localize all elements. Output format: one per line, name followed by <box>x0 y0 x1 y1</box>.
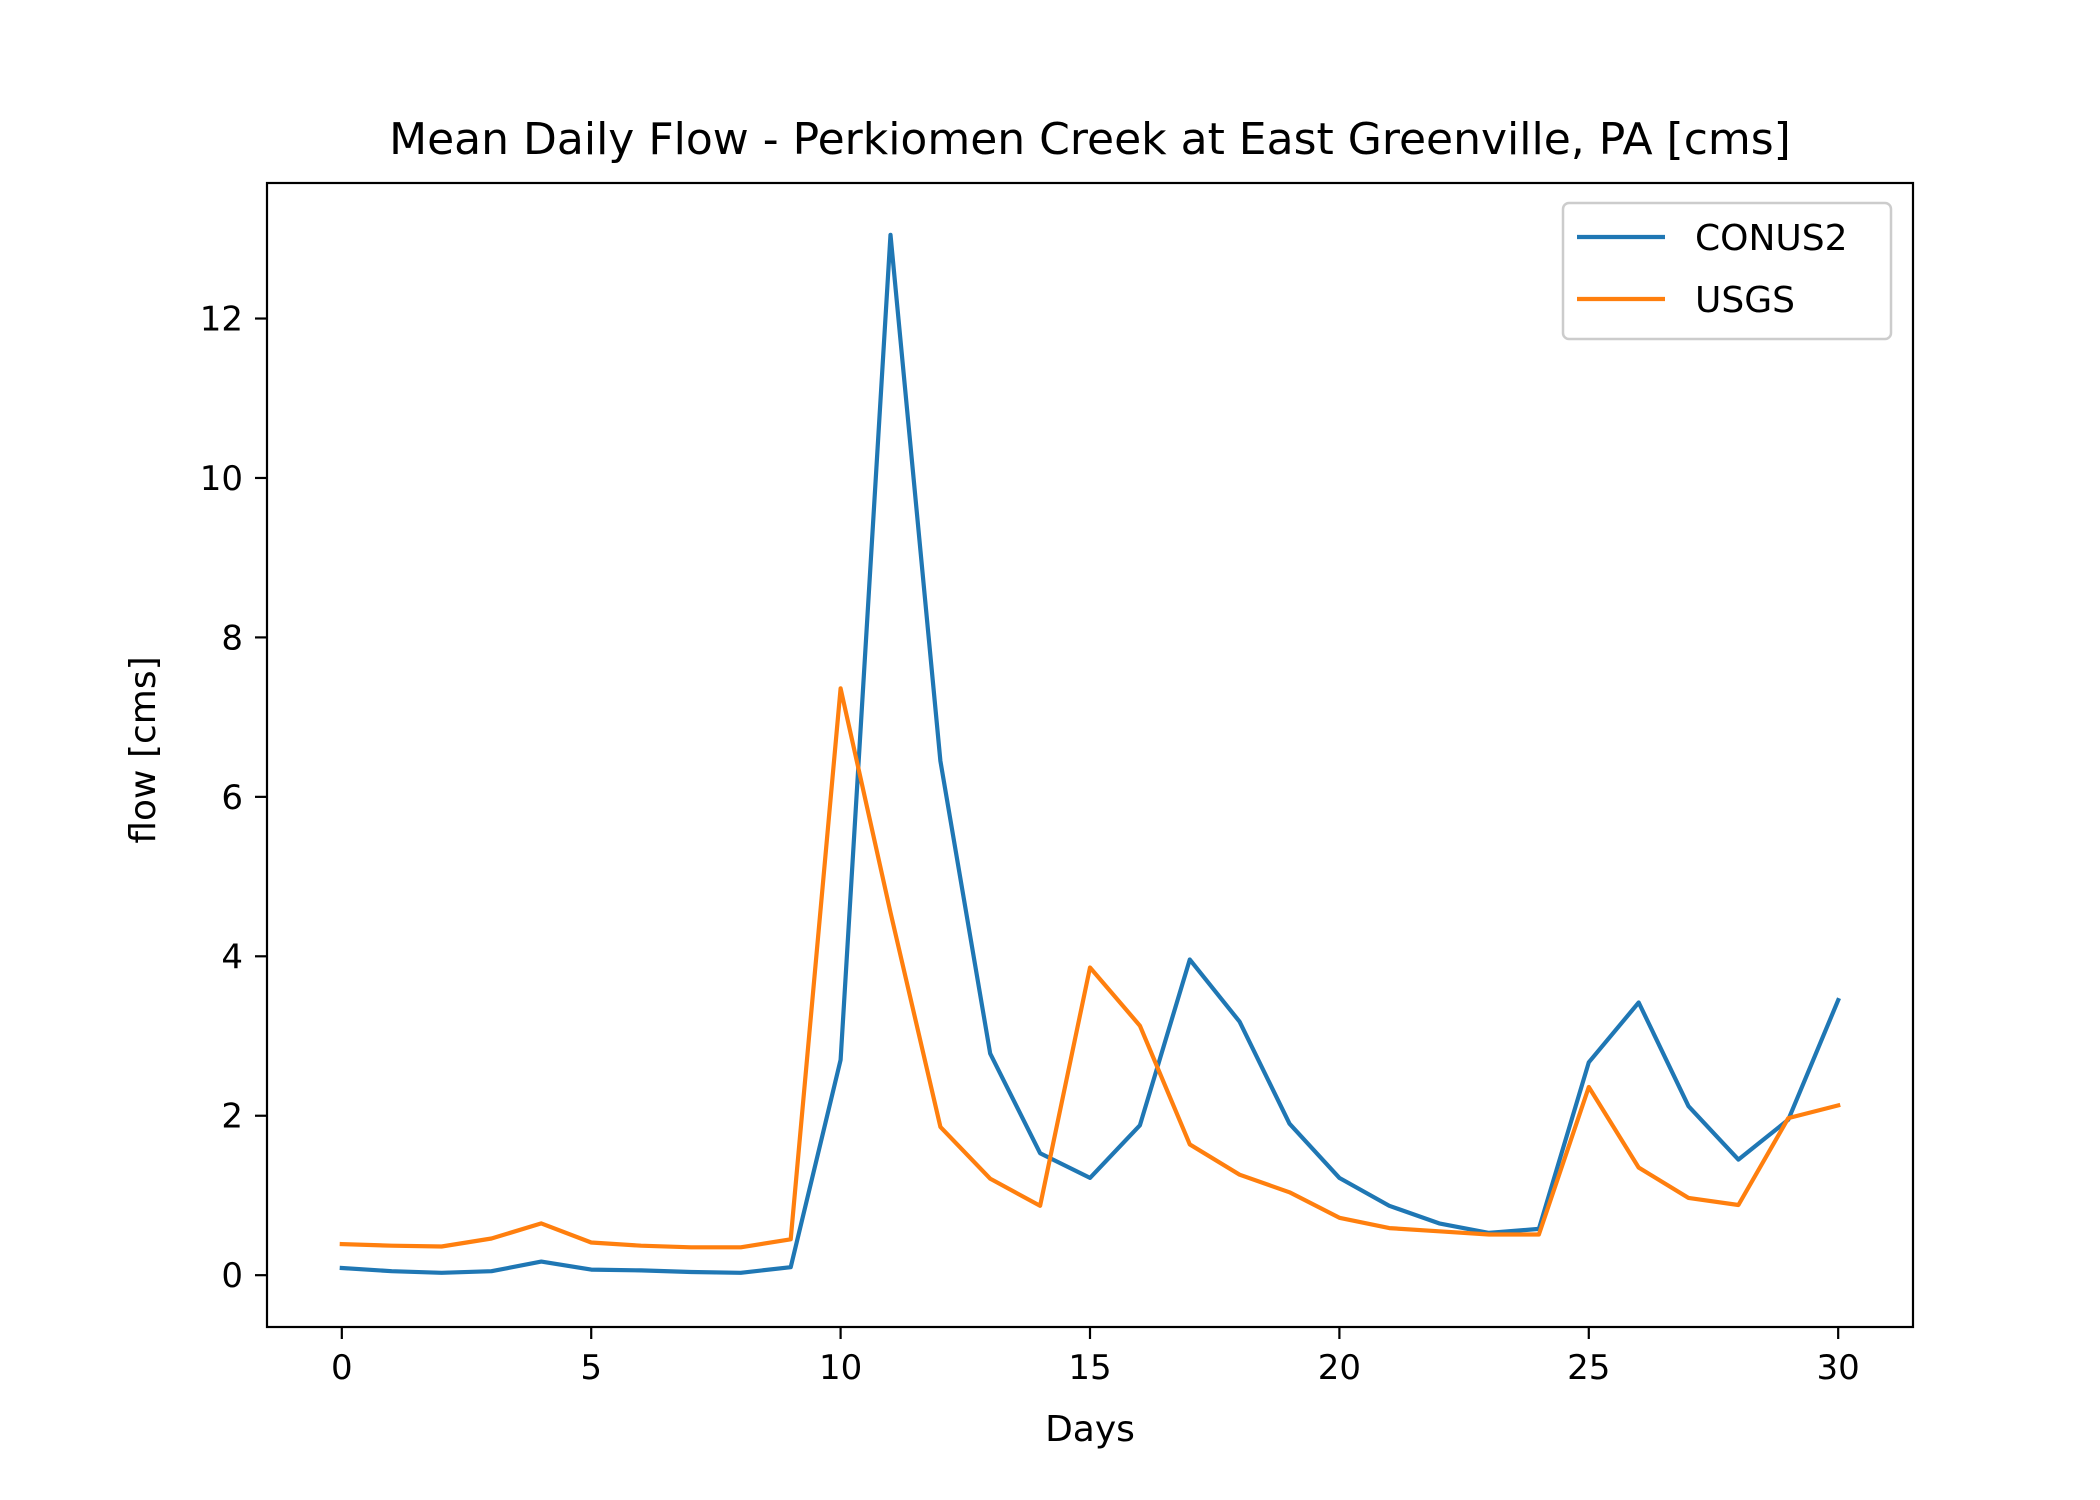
y-tick-label: 10 <box>200 459 243 499</box>
series-line-conus2 <box>339 232 1841 1275</box>
y-axis-label: flow [cms] <box>123 656 164 843</box>
y-tick-label: 6 <box>221 778 243 818</box>
y-tick-label: 2 <box>221 1097 243 1137</box>
legend: CONUS2 USGS <box>1561 201 1893 341</box>
y-tick-label: 0 <box>221 1256 243 1296</box>
x-tick-label: 20 <box>1318 1348 1361 1388</box>
y-tick-label: 12 <box>200 300 243 340</box>
series-line-usgs <box>339 686 1841 1250</box>
x-axis-label: Days <box>1045 1409 1135 1450</box>
x-tick-label: 5 <box>580 1348 602 1388</box>
legend-label-conus2: CONUS2 <box>1695 218 1848 259</box>
legend-label-usgs: USGS <box>1695 280 1795 321</box>
x-tick-label: 15 <box>1068 1348 1111 1388</box>
x-tick-label: 0 <box>331 1348 353 1388</box>
x-tick-label: 10 <box>819 1348 862 1388</box>
y-tick-label: 8 <box>221 618 243 658</box>
x-tick-label: 30 <box>1817 1348 1860 1388</box>
chart-title: Mean Daily Flow - Perkiomen Creek at Eas… <box>389 114 1791 165</box>
plot-area: 0 5 10 15 20 25 30 0 2 4 6 8 10 12 <box>200 181 1915 1388</box>
x-tick-label: 25 <box>1567 1348 1610 1388</box>
y-tick-label: 4 <box>221 937 243 977</box>
